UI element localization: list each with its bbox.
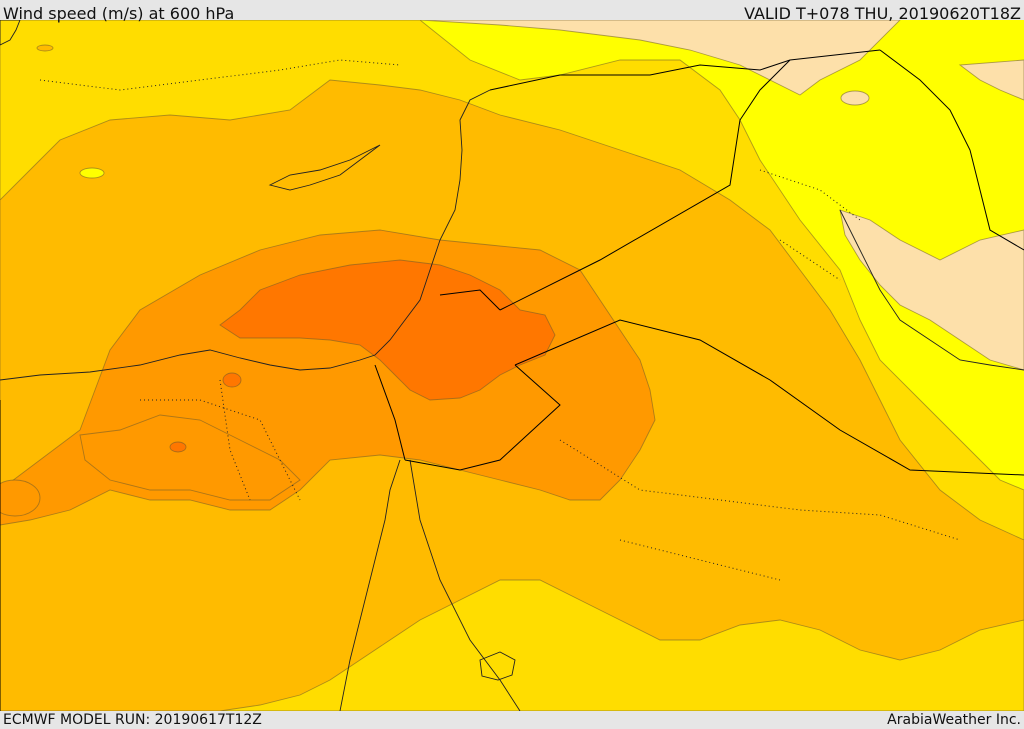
wind-cell-small-2: [169, 441, 187, 453]
admin-lines-iraq: [759, 169, 861, 281]
credit: ArabiaWeather Inc.: [887, 712, 1021, 728]
border-syria-iraq: [499, 59, 791, 311]
admin-lines-egypt: [140, 379, 301, 501]
water-northwest: [0, 20, 21, 46]
map-title: Wind speed (m/s) at 600 hPa: [3, 4, 235, 23]
wind-cell-small-3: [0, 479, 41, 517]
wind-band-lowest-northeast: [958, 59, 1024, 101]
coastline-mediterranean: [0, 89, 491, 381]
border-turkey-syria: [489, 49, 881, 91]
valid-time: VALID T+078 THU, 20190620T18Z: [744, 4, 1021, 23]
coastline-red-sea-west: [339, 539, 381, 711]
wind-band-level-6: [219, 259, 556, 401]
wind-band-level-5-inner: [79, 414, 301, 501]
footer-bar: ECMWF MODEL RUN: 20190617T12Z ArabiaWeat…: [0, 711, 1024, 729]
wind-cell-small-6: [36, 44, 54, 52]
wind-cell-small-1: [222, 372, 242, 388]
wind-band-lowest-north: [419, 20, 901, 96]
coastline-cyprus: [268, 144, 381, 191]
wind-band-lowest-gulf: [839, 209, 1024, 371]
border-sinai-east: [374, 364, 406, 461]
coastline-gulf-of-suez: [379, 459, 401, 541]
wind-speed-map: [0, 20, 1024, 711]
border-jordan-syria: [439, 289, 501, 311]
model-run: ECMWF MODEL RUN: 20190617T12Z: [3, 712, 262, 728]
border-iran-iraq: [879, 49, 1024, 251]
admin-lines-turkey: [39, 59, 401, 91]
wind-cell-small-5: [840, 90, 870, 106]
coastline-red-sea-east: [409, 459, 521, 711]
border-iraq-saudi: [514, 319, 1024, 476]
coastline-persian-gulf: [839, 209, 1024, 371]
wind-cell-small-4: [79, 167, 105, 179]
header-bar: Wind speed (m/s) at 600 hPa VALID T+078 …: [0, 0, 1024, 23]
border-jordan-saudi: [404, 364, 561, 471]
water-red-sea-gulf: [479, 651, 516, 681]
